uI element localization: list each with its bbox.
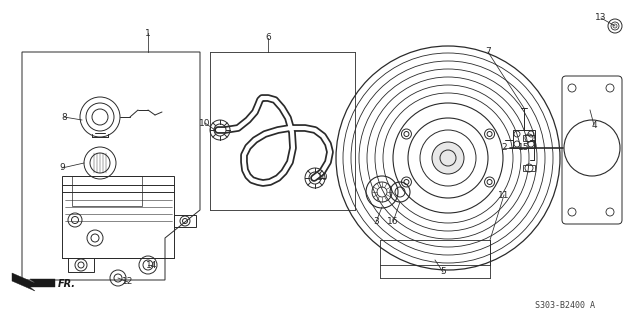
Text: 13: 13 (595, 13, 607, 22)
Text: 16: 16 (387, 218, 399, 227)
Text: 4: 4 (591, 121, 597, 130)
Text: 14: 14 (147, 260, 157, 269)
Text: 11: 11 (499, 190, 509, 199)
Text: 5: 5 (440, 268, 446, 276)
Text: 3: 3 (373, 218, 379, 227)
Text: 1: 1 (145, 28, 151, 37)
Text: 10: 10 (317, 173, 329, 182)
Text: 2: 2 (501, 143, 507, 153)
Polygon shape (12, 273, 55, 291)
Text: 6: 6 (265, 34, 271, 43)
Text: 7: 7 (485, 47, 491, 57)
Text: 9: 9 (59, 164, 65, 172)
Bar (523, 165, 535, 171)
Bar (72, 176, 142, 206)
Text: 10: 10 (199, 118, 211, 127)
Text: 15: 15 (518, 143, 530, 153)
Text: 8: 8 (61, 113, 67, 122)
Bar (62, 176, 174, 258)
Text: S303-B2400 A: S303-B2400 A (535, 300, 595, 309)
Bar (174, 215, 196, 227)
Bar (523, 135, 535, 141)
Bar (513, 130, 535, 148)
Circle shape (432, 142, 464, 174)
Bar (68, 258, 94, 272)
Text: 12: 12 (122, 277, 134, 286)
Text: FR.: FR. (58, 279, 76, 289)
